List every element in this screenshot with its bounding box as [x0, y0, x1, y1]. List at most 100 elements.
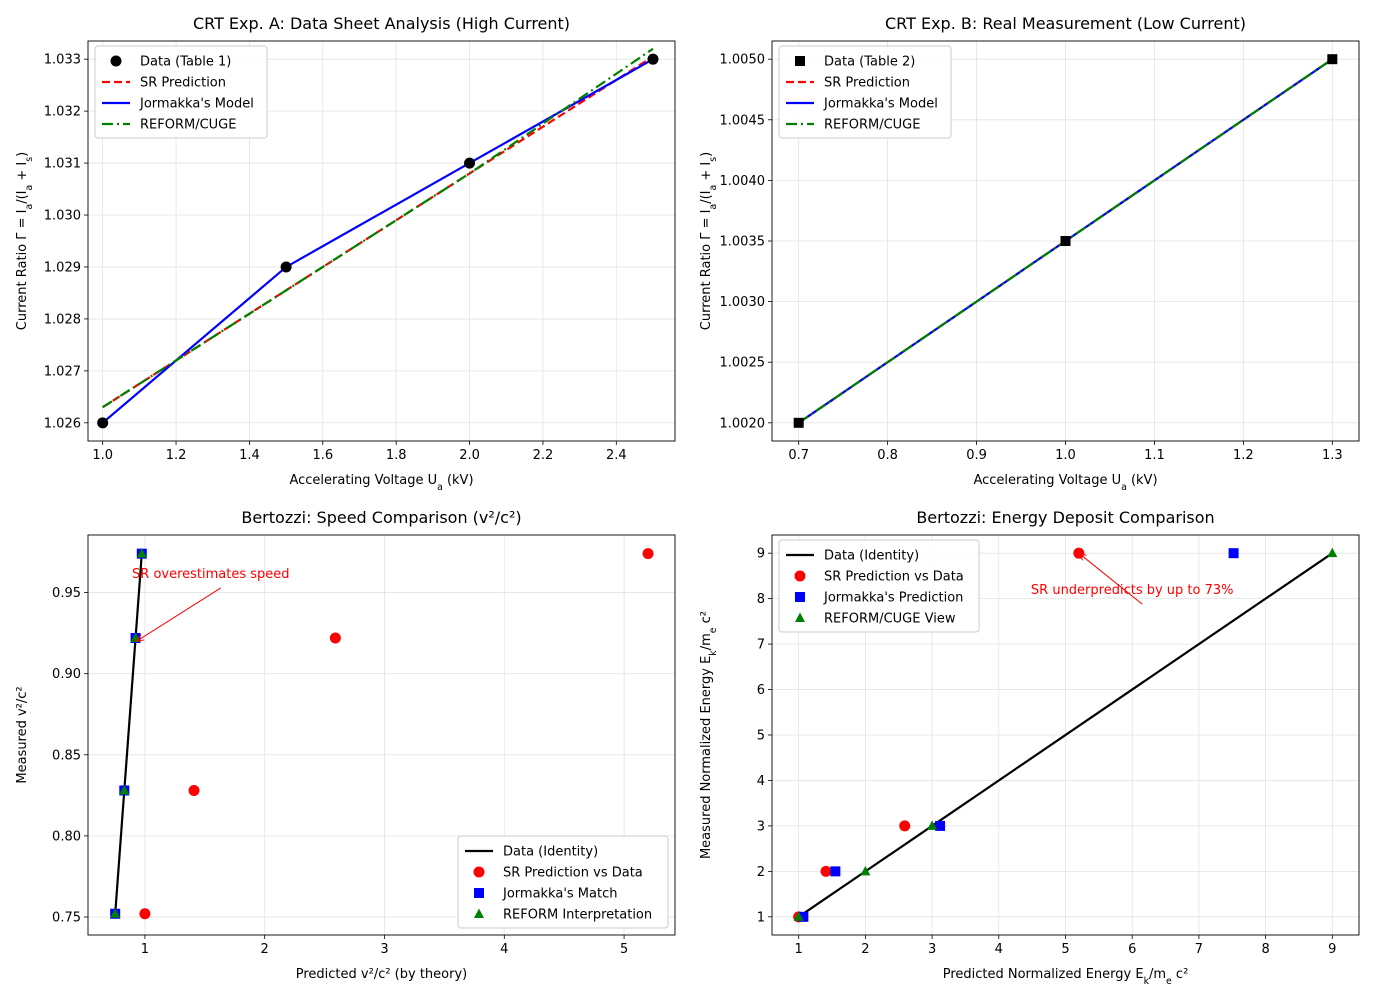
p3-y-tick-label: 0.95	[52, 586, 81, 601]
p1-series-line	[102, 47, 654, 409]
p2-y-tick-label: 1.0025	[720, 356, 766, 371]
p3-y-axis-label: Measured v²/c²	[15, 686, 30, 783]
p4-legend-label: Jormakka's Prediction	[823, 591, 963, 606]
p3-x-axis-label: Predicted v²/c² (by theory)	[296, 967, 467, 982]
p2-x-tick-label: 0.8	[877, 448, 898, 463]
p3-legend-label: REFORM Interpretation	[503, 908, 652, 923]
p4-x-tick-label: 4	[995, 942, 1003, 957]
p1-y-tick-label: 1.030	[44, 209, 81, 224]
p2-y-tick-label: 1.0050	[720, 53, 766, 68]
p4-title: Bertozzi: Energy Deposit Comparison	[916, 508, 1214, 527]
p2-panel: 0.7 0.8 0.9 1.0 1.1 1.2 1.3 1.0020 1.0025 1.0030 1…	[699, 14, 1360, 493]
p3-y-tick-label: 0.80	[52, 829, 81, 844]
p1-x-tick-label: 2.4	[606, 448, 627, 463]
p4-legend-swatch	[795, 612, 805, 622]
p3-x-tick-label: 5	[620, 942, 628, 957]
p3-legend-box	[457, 835, 669, 929]
p2-legend: Data (Table 2) SR Prediction Jormakka's Mo…	[778, 45, 952, 139]
p4-annotation-text: SR underpredicts by up to 73%	[1031, 583, 1234, 598]
p3-panel: 1 2 3 4 5 0.75 0.80 0.85 0.90 0.95 Bertozzi: Speed…	[15, 508, 676, 982]
p1-x-axis-label: Accelerating Voltage Ua (kV)	[289, 473, 473, 493]
p1-x-tick-label: 1.6	[312, 448, 333, 463]
p4-legend-label: SR Prediction vs Data	[824, 570, 964, 585]
p4-data-point	[830, 866, 841, 877]
p1-legend: Data (Table 1) SR Prediction Jormakka's Mo…	[94, 45, 268, 139]
p2-title: CRT Exp. B: Real Measurement (Low Curren…	[885, 14, 1246, 33]
p4-legend: Data (Identity) SR Prediction vs Data Jorm…	[778, 539, 980, 633]
p4-y-tick-label: 3	[757, 819, 765, 834]
p2-y-tick-label: 1.0045	[720, 113, 766, 128]
p4-data-point	[935, 820, 946, 831]
p1-x-tick-label: 2.0	[459, 448, 480, 463]
p1-data-point	[280, 261, 292, 273]
p4-data-point	[793, 911, 804, 921]
p3-data-point	[642, 548, 654, 560]
p4-y-tick-label: 5	[757, 729, 765, 744]
p3-y-tick-label: 0.90	[52, 667, 81, 682]
p1-x-tick-label: 1.0	[92, 448, 113, 463]
p3-legend-swatch	[474, 908, 484, 918]
p3-legend-label: SR Prediction vs Data	[503, 866, 643, 881]
p4-y-tick-label: 7	[757, 638, 765, 653]
p3-plot-area	[110, 548, 654, 920]
p3-x-tick-label: 3	[380, 942, 388, 957]
p4-legend-box	[778, 539, 980, 633]
p1-legend-label: SR Prediction	[140, 76, 226, 91]
p3-series-line	[114, 553, 143, 914]
p3-annotation-arrowhead	[135, 634, 145, 642]
p1-legend-label: Data (Table 1)	[140, 55, 231, 70]
p3-grid	[88, 535, 675, 935]
p4-x-axis-label: Predicted Normalized Energy Ek/me c²	[943, 967, 1189, 987]
p4-data-point	[1228, 548, 1239, 559]
p4-plot-area	[793, 547, 1338, 923]
p4-data-point	[860, 865, 871, 876]
p4-y-tick-label: 8	[757, 592, 765, 607]
p4-data-point	[798, 911, 809, 922]
p1-legend-box	[94, 45, 268, 139]
p4-x-tick-label: 2	[861, 942, 869, 957]
p4-x-tick-label: 9	[1328, 942, 1336, 957]
p2-y-tick-label: 1.0020	[720, 416, 766, 431]
p2-y-axis-label: Current Ratio Γ = Ia/(Ia + Is)	[699, 152, 719, 330]
p1-y-tick-label: 1.029	[44, 260, 81, 275]
p1-series-line	[101, 58, 654, 424]
p2-legend-label: Data (Table 2)	[824, 55, 915, 70]
p2-x-tick-label: 0.7	[788, 448, 809, 463]
p4-data-point	[820, 865, 832, 877]
p1-legend-label: REFORM/CUGE	[140, 118, 236, 133]
p2-data-point	[1327, 54, 1338, 65]
p2-legend-box	[778, 45, 952, 139]
p1-x-tick-label: 1.4	[239, 448, 260, 463]
p3-legend-label: Data (Identity)	[503, 845, 598, 860]
p4-y-tick-label: 9	[757, 547, 765, 562]
p1-y-tick-label: 1.027	[44, 364, 81, 379]
p3-data-point	[119, 784, 130, 795]
p3-x-tick-label: 4	[500, 942, 508, 957]
p1-x-tick-label: 2.2	[533, 448, 554, 463]
p1-y-tick-label: 1.028	[44, 312, 81, 327]
p3-title: Bertozzi: Speed Comparison (v²/c²)	[241, 508, 521, 527]
p1-data-point	[464, 157, 476, 169]
p2-data-point	[793, 417, 804, 428]
p3-data-point	[110, 908, 121, 918]
p3-legend-swatch	[473, 866, 485, 878]
p4-panel: 1 2 3 4 5 6 7 8 9 1 2 3 4 5 6 7 8 9 Bertozzi: Energy Depos…	[699, 508, 1360, 987]
p1-data-point	[97, 417, 109, 429]
p4-y-tick-label: 4	[757, 774, 765, 789]
p2-x-tick-label: 1.2	[1233, 448, 1254, 463]
p4-x-tick-label: 7	[1195, 942, 1203, 957]
p1-data-point	[647, 53, 659, 65]
p4-x-tick-label: 3	[928, 942, 936, 957]
p1-x-tick-label: 1.2	[166, 448, 187, 463]
p2-legend-swatch	[795, 56, 805, 66]
p2-x-tick-label: 1.3	[1322, 448, 1343, 463]
p4-legend-label: Data (Identity)	[824, 549, 919, 564]
p2-x-tick-label: 0.9	[966, 448, 987, 463]
p3-y-tick-label: 0.75	[52, 910, 81, 925]
p3-annotation-arrow	[136, 587, 222, 642]
p3-x-tick-label: 2	[261, 942, 269, 957]
p1-axes-frame	[87, 40, 676, 442]
p2-legend-label: Jormakka's Model	[823, 97, 938, 112]
p2-y-tick-label: 1.0035	[720, 235, 766, 250]
